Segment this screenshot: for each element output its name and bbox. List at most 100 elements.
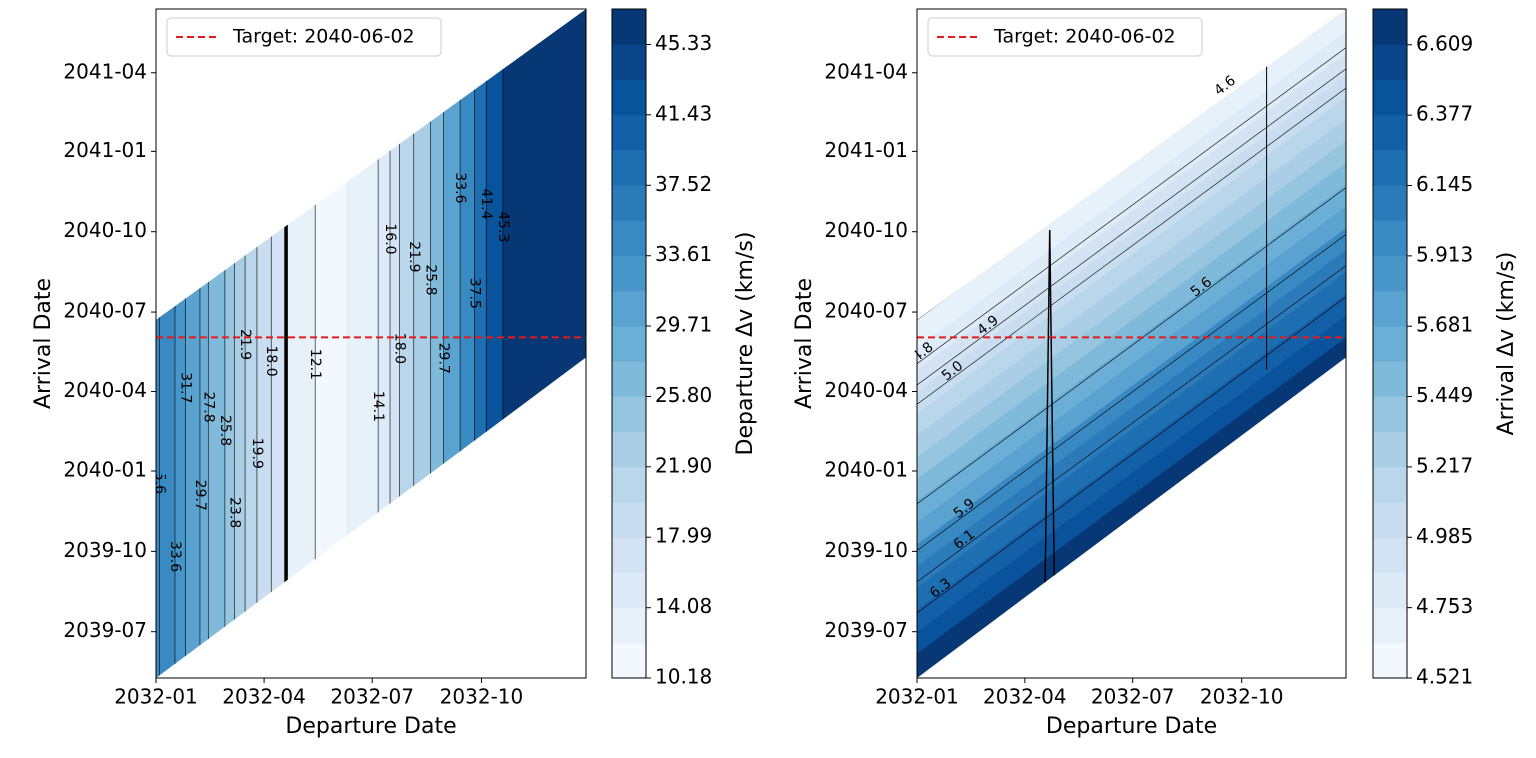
contour-fill [917,9,1346,678]
contour-band [156,9,176,678]
contour-line [917,265,1346,583]
y-tick-label: 2039-07 [63,618,147,642]
contour-fill [156,9,586,678]
colorbar-band [612,607,646,644]
contour-band [474,9,487,678]
contour-band [185,9,201,678]
contour-band [917,314,1346,654]
contour-band [271,9,285,678]
contour-band [917,271,1346,610]
colorbar-band [1373,537,1407,573]
contour-band [917,96,1346,436]
contour-label: 21.9 [237,329,253,360]
contour-line [917,234,1346,551]
colorbar-band [1373,325,1407,362]
contour-band [486,9,504,678]
colorbar-band [612,431,646,468]
contour-line [917,68,1346,386]
contour-label: 23.8 [226,497,242,528]
contour-band [413,9,431,678]
contour-label: 41.4 [478,188,494,219]
contour-band [917,183,1346,523]
contour-label: 33.6 [452,172,468,203]
y-tick-label: 2039-07 [824,618,908,642]
colorbar-frame [1372,8,1408,679]
contour-band [917,74,1346,414]
colorbar-band [1373,149,1407,186]
contour-band [315,9,347,678]
y-tick-label: 2040-10 [63,218,147,242]
colorbar-band [1373,290,1407,327]
contour-label: 29.7 [192,480,208,511]
colorbar-band [1373,572,1407,609]
colorbar-tick-label: 5.449 [1416,383,1473,407]
contour-band [917,140,1346,479]
colorbar-band [612,501,646,538]
colorbar-tick-label: 29.71 [655,313,712,337]
colorbar-band [1373,607,1407,644]
colorbar-tick-label: 5.681 [1416,313,1473,337]
discontinuity [284,186,288,589]
x-tick-label: 2032-04 [222,685,306,709]
y-tick-label: 2039-10 [824,538,908,562]
y-axis-label: Arrival Date [792,278,817,409]
contour-label: 18.0 [263,345,279,376]
colorbar-band [612,642,646,679]
colorbar-band [1373,396,1407,433]
colorbar-tick-label: 10.18 [655,665,712,689]
contour-band [917,293,1346,632]
colorbar-tick-label: 6.377 [1416,102,1473,126]
contour-band [224,9,235,678]
colorbar-band [612,572,646,609]
axes-frame [916,8,1347,679]
colorbar-band [1373,255,1407,292]
x-tick-label: 2032-07 [330,685,414,709]
colorbar-label: Arrival Δv (km/s) [1494,252,1519,436]
y-tick-label: 2040-10 [824,218,908,242]
colorbar-band [1373,114,1407,151]
colorbar-band [1373,501,1407,538]
colorbar-band [1373,79,1407,116]
colorbar-tick-label: 4.521 [1416,665,1473,689]
colorbar-band [1373,466,1407,503]
contour-label: 37.5 [466,278,482,309]
contour-band [460,9,475,678]
contour-label: 33.6 [167,541,183,572]
colorbar-band [612,255,646,292]
colorbar-band [612,149,646,186]
contour-label: 12.1 [307,349,323,380]
colorbar-band [612,290,646,327]
contour-label: 25.8 [217,415,233,446]
colorbar-tick-label: 5.217 [1416,453,1473,477]
contour-band [917,118,1346,458]
colorbar-band [612,361,646,397]
colorbar-band [1373,361,1407,397]
contour-line [917,87,1346,405]
y-tick-label: 2040-07 [824,299,908,323]
contour-label: 45.3 [495,211,511,242]
contour-label: 29.7 [435,343,451,374]
contour-label: 25.8 [422,264,438,295]
contour-band [208,9,226,678]
contour-band [234,9,246,678]
axes-frame [155,8,587,679]
colorbar-tick-label: 5.913 [1416,242,1473,266]
colorbar-band [612,185,646,221]
colorbar-label: Departure Δv (km/s) [733,232,758,456]
colorbar-tick-label: 33.61 [655,242,712,266]
legend-box [927,17,1203,57]
x-tick-label: 2032-07 [1091,685,1175,709]
colorbar-band [612,220,646,256]
contour-band [917,162,1346,501]
y-tick-label: 2041-01 [63,138,147,162]
colorbar-tick-label: 4.985 [1416,524,1473,548]
contour-band [536,9,586,678]
colorbar-frame [611,8,647,679]
contour-band [346,9,379,678]
y-tick-label: 2041-01 [824,138,908,162]
y-tick-label: 2041-04 [63,59,147,83]
colorbar-tick-label: 37.52 [655,172,712,196]
colorbar-band [1373,220,1407,256]
y-tick-label: 2041-04 [824,59,908,83]
